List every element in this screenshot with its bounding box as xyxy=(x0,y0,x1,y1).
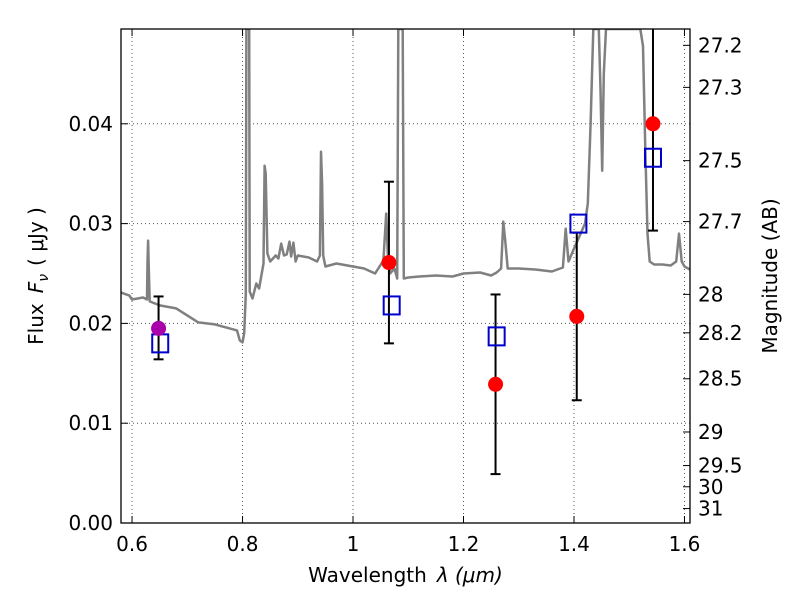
y-tick-label: 0.01 xyxy=(68,411,113,435)
observed-flux-point xyxy=(381,255,397,271)
x-tick-label: 1 xyxy=(347,532,360,556)
magnitude-tick-label: 27.5 xyxy=(698,149,743,173)
magnitude-tick-label: 29 xyxy=(698,420,723,444)
model-photometry-square xyxy=(487,326,506,347)
x-axis-label: Wavelength λ (μm) xyxy=(308,563,503,587)
y-tick-label: 0.03 xyxy=(68,212,113,236)
magnitude-tick-label: 27.3 xyxy=(698,75,743,99)
model-photometry-square xyxy=(151,333,170,354)
observed-flux-point xyxy=(151,320,167,336)
model-photometry-square xyxy=(382,295,401,316)
y-tick-label: 0.00 xyxy=(68,511,113,535)
magnitude-axis-label: Magnitude (AB) xyxy=(758,198,782,353)
model-photometry-square xyxy=(569,213,588,234)
magnitude-tick-label: 28.2 xyxy=(698,321,743,345)
y-tick-label: 0.02 xyxy=(68,311,113,335)
x-tick-label: 1.4 xyxy=(558,532,590,556)
observed-flux-point xyxy=(645,116,661,132)
axis-ticks: 0.6 0.8 1 1.2 1.4 1.6 0.00 0.01 0.02 0.03 0.04 27.2… xyxy=(68,29,743,556)
grid-lines xyxy=(121,29,690,523)
magnitude-tick-label: 31 xyxy=(698,497,723,521)
magnitude-tick-label: 27.7 xyxy=(698,210,743,234)
x-tick-label: 0.6 xyxy=(116,532,148,556)
x-tick-label: 0.8 xyxy=(227,532,259,556)
data-points xyxy=(151,29,662,476)
x-tick-label: 1.2 xyxy=(448,532,480,556)
magnitude-tick-label: 30 xyxy=(698,475,723,499)
magnitude-tick-label: 29.5 xyxy=(698,454,743,478)
magnitude-tick-label: 28 xyxy=(698,282,723,306)
magnitude-tick-label: 28.5 xyxy=(698,367,743,391)
spectrum-line xyxy=(121,29,690,344)
plot-frame xyxy=(120,28,691,524)
magnitude-tick-label: 27.2 xyxy=(698,33,743,57)
observed-flux-point xyxy=(569,308,585,324)
x-tick-label: 1.6 xyxy=(669,532,701,556)
observed-flux-point xyxy=(488,376,504,392)
y-tick-label: 0.04 xyxy=(68,112,113,136)
y-axis-label: FluxFν( μJy ) xyxy=(24,207,52,345)
model-spectrum xyxy=(121,29,690,344)
model-photometry-square xyxy=(643,147,662,168)
